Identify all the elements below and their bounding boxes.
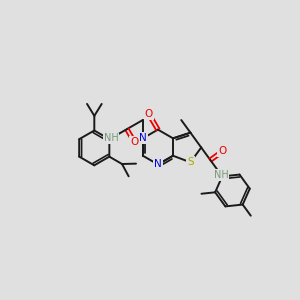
Text: NH: NH [214,170,229,180]
Text: O: O [145,109,153,119]
Text: NH: NH [103,133,118,143]
Text: N: N [139,133,147,143]
Text: O: O [130,137,138,147]
Text: O: O [218,146,226,157]
Text: S: S [187,157,194,167]
Text: N: N [154,159,162,170]
